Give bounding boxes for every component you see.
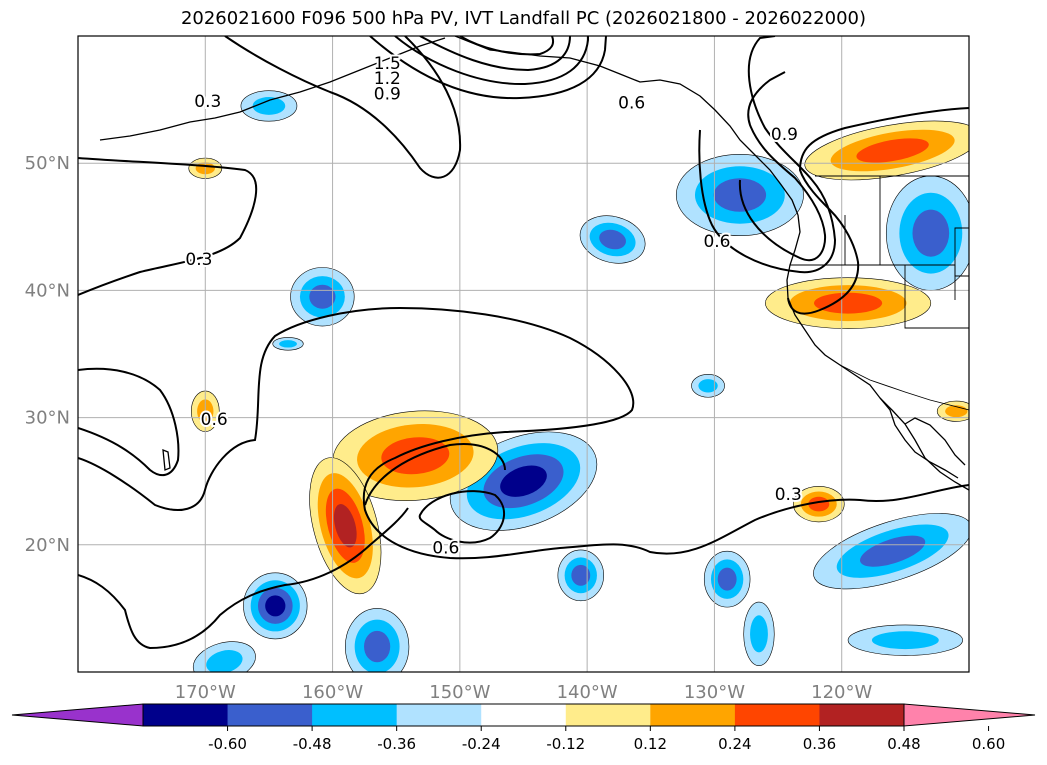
pv-anomaly-blob: [743, 601, 775, 666]
lon-tick-label: 140°W: [557, 682, 618, 703]
pv-anomaly-level: [252, 97, 286, 115]
pv-anomaly-blob: [272, 337, 304, 351]
lat-tick-label: 20°N: [25, 535, 70, 556]
colorbar-segment: [734, 704, 820, 726]
pv-anomaly-blob: [309, 457, 382, 595]
pv-anomaly-blob: [557, 549, 604, 602]
pv-anomaly-level: [871, 631, 939, 650]
contour-label: 0.3: [194, 92, 221, 112]
colorbar-tick-label: 0.60: [972, 735, 1005, 753]
lon-tick-label: 130°W: [684, 682, 745, 703]
pv-anomaly-level: [814, 292, 883, 314]
contour-label: 0.6: [201, 410, 228, 430]
pv-anomaly-level: [571, 564, 591, 586]
colorbar-tick-label: 0.12: [634, 735, 667, 753]
pv-contours: [78, 36, 969, 650]
contour-label: 0.3: [185, 250, 212, 270]
pv-anomaly-blob: [243, 572, 308, 640]
latitude-labels: 20°N 30°N 40°N 50°N: [25, 153, 70, 556]
pv-anomaly-blob: [703, 550, 751, 608]
lon-tick-label: 150°W: [429, 682, 490, 703]
pv-anomaly-level: [279, 340, 297, 348]
map-title: 2026021600 F096 500 hPa PV, IVT Landfall…: [180, 8, 867, 29]
pv-anomaly-blob: [813, 513, 969, 590]
colorbar-segment: [312, 704, 398, 726]
colorbar-frame: [142, 703, 905, 727]
colorbar-tick-label: 0.36: [803, 735, 836, 753]
pv-anomaly-level: [713, 178, 767, 212]
contour-label: 1.2: [374, 69, 401, 89]
lon-tick-label: 170°W: [175, 682, 236, 703]
pv-anomaly-blob: [793, 485, 845, 523]
colorbar-tick-label: -0.60: [208, 735, 247, 753]
colorbar-tick-label: -0.12: [546, 735, 585, 753]
pv-anomaly-shading: [188, 90, 969, 672]
colorbar-segment: [819, 704, 905, 726]
colorbar-segment: [143, 704, 229, 726]
map-frame: [77, 35, 970, 673]
lat-tick-label: 30°N: [25, 408, 70, 429]
contour-label: 0.9: [771, 125, 798, 145]
pv-anomaly-level: [206, 650, 243, 672]
pv-anomaly-level: [750, 615, 768, 653]
lon-tick-label: 120°W: [811, 682, 872, 703]
contour-label: 1.5: [374, 54, 401, 74]
lon-tick-label: 160°W: [302, 682, 363, 703]
colorbar-segment: [481, 704, 567, 726]
colorbar-tick-label: 0.24: [718, 735, 751, 753]
pv-anomaly-blob: [345, 608, 410, 672]
contour-label: 0.6: [703, 232, 730, 252]
pv-anomaly-level: [265, 595, 286, 617]
pv-anomaly-blob: [290, 267, 355, 327]
pv-anomaly-level: [912, 209, 950, 257]
colorbar-tick-label: -0.48: [293, 735, 332, 753]
colorbar-segment: [227, 704, 313, 726]
lat-tick-label: 40°N: [25, 280, 70, 301]
pv-anomaly-blob: [675, 153, 804, 237]
pv-anomaly-level: [364, 630, 391, 663]
colorbar-segment: [396, 704, 482, 726]
pv-anomaly-level: [333, 504, 357, 548]
pv-anomaly-level: [717, 567, 737, 591]
pv-anomaly-level: [599, 229, 626, 250]
pv-anomaly-level: [856, 138, 929, 163]
pv-anomaly-blob: [804, 120, 969, 181]
pv-anomaly-blob: [691, 374, 725, 398]
political-boundaries: [790, 175, 969, 411]
colorbar-tick-label: -0.36: [377, 735, 416, 753]
colorbar-segment: [650, 704, 736, 726]
colorbar-segment: [565, 704, 651, 726]
contour-labels: 1.51.20.9 0.60.30.90.60.30.60.60.3: [183, 52, 803, 561]
contour-label: 0.3: [775, 485, 802, 505]
colorbar-extend-max: [903, 703, 1036, 727]
pv-anomaly-blob: [936, 400, 969, 422]
pv-anomaly-blob: [885, 175, 969, 291]
contour-label: 0.9: [374, 85, 401, 105]
colorbar-tick-label: -0.24: [462, 735, 501, 753]
pv-anomaly-blob: [240, 90, 298, 122]
pv-anomaly-blob: [332, 410, 499, 501]
pv-anomaly-level: [860, 535, 926, 567]
pv-anomaly-blob: [579, 215, 646, 264]
colorbar-tick-label: 0.48: [887, 735, 920, 753]
lat-tick-label: 50°N: [25, 153, 70, 174]
pv-anomaly-level: [309, 284, 336, 309]
pv-anomaly-level: [500, 465, 547, 497]
colorbar-extend-min: [11, 703, 144, 727]
colorbar: -0.60 -0.48 -0.36 -0.24 -0.12 0.12 0.24 0.36 0.4…: [11, 703, 1036, 753]
contour-label: 0.6: [432, 539, 459, 559]
map-plot-area: 1.51.20.9 0.60.30.90.60.30.60.60.3: [77, 35, 970, 673]
longitude-labels: 170°W 160°W 150°W 140°W 130°W 120°W: [175, 682, 873, 703]
pv-anomaly-level: [698, 379, 718, 393]
pv-anomaly-blob: [847, 624, 963, 656]
contour-label: 0.6: [618, 93, 645, 113]
graticule: [78, 36, 969, 672]
